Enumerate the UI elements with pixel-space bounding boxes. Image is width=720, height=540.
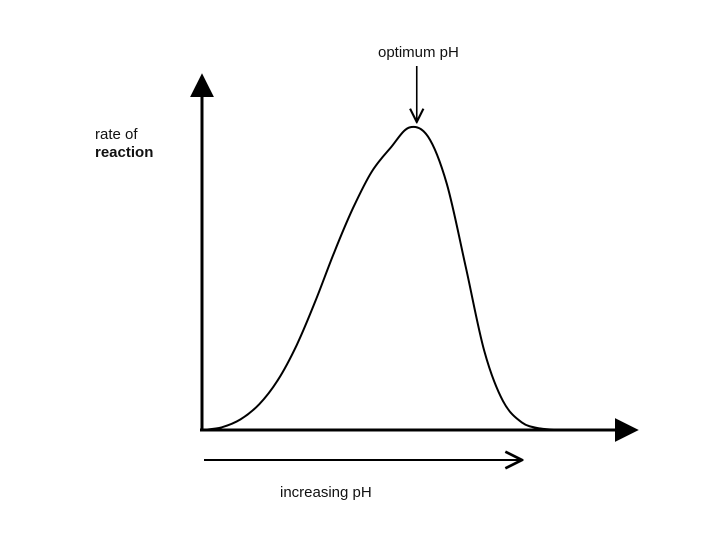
optimum-annotation: optimum pH: [378, 44, 459, 61]
series-line: [202, 125, 579, 431]
x-axis-label: increasing pH: [280, 484, 372, 501]
y-axis-label-line1: rate of: [95, 126, 138, 143]
y-axis-label: rate of reaction: [95, 126, 185, 162]
y-axis-label-line2: reaction: [95, 144, 154, 161]
